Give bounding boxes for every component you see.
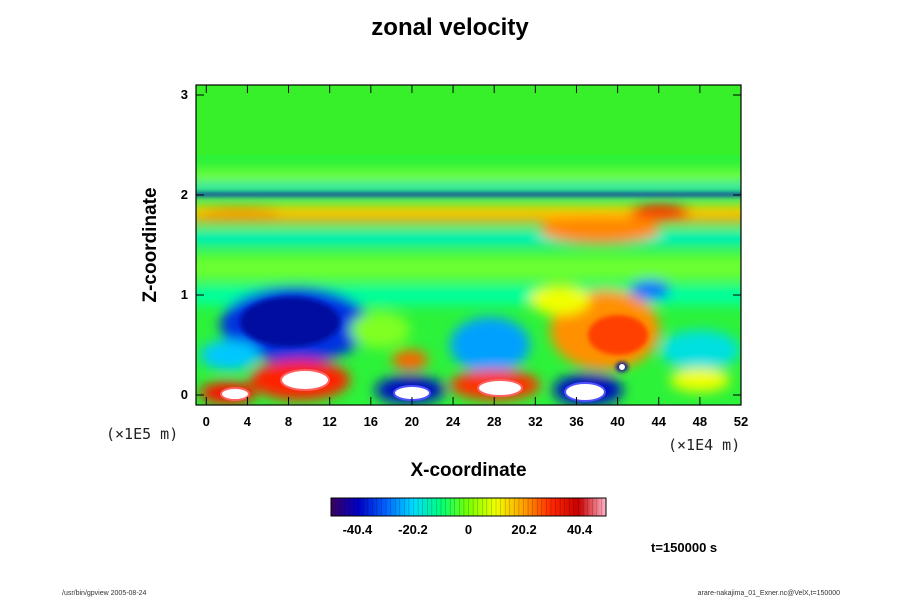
x-tick-label: 20 [404, 414, 420, 429]
colorbar [330, 497, 607, 517]
y-tick-label: 3 [180, 87, 188, 102]
x-tick-label: 0 [202, 414, 210, 429]
plot-axes [195, 84, 742, 406]
colorbar-tick-label: 40.4 [566, 522, 593, 537]
y-scale-label: (×1E4 m) [668, 436, 741, 454]
colorbar-stripes [335, 498, 602, 516]
x-tick-label: 24 [445, 414, 461, 429]
colorbar-tick-label: 20.2 [511, 522, 537, 537]
x-tick-label: 28 [486, 414, 502, 429]
x-axis-label: X-coordinate [410, 460, 527, 481]
y-tick-label: 1 [180, 287, 188, 302]
x-tick-label: 48 [692, 414, 708, 429]
footer-left: /usr/bin/gpview 2005-08-24 [62, 590, 147, 597]
plot-frame [195, 84, 742, 406]
x-tick-label: 44 [651, 414, 666, 429]
colorbar-bar [330, 497, 607, 517]
x-tick-label: 8 [284, 414, 293, 429]
footer-right: arare-nakajima_01_Exner.nc@VelX,t=150000 [697, 590, 840, 597]
heatmap-field [196, 85, 741, 405]
x-tick-label: 52 [733, 414, 749, 429]
x-tick-label: 36 [569, 414, 584, 429]
x-tick-label: 32 [528, 414, 543, 429]
colorbar-tick-label: -20.2 [398, 522, 428, 537]
x-tick-label: 16 [363, 414, 379, 429]
x-tick-label: 40 [610, 414, 625, 429]
y-tick-label: 2 [180, 187, 188, 202]
chart-title: zonal velocity [371, 14, 529, 41]
y-axis-label: Z-coordinate [140, 187, 161, 303]
colorbar-tick-label: -40.4 [342, 522, 373, 537]
x-tick-label: 4 [243, 414, 252, 429]
x-tick-label: 12 [322, 414, 337, 429]
y-tick-label: 0 [180, 387, 188, 402]
x-scale-label: (×1E5 m) [106, 425, 179, 443]
colorbar-tick-label: 0 [464, 522, 473, 537]
time-label: t=150000 s [651, 540, 718, 555]
